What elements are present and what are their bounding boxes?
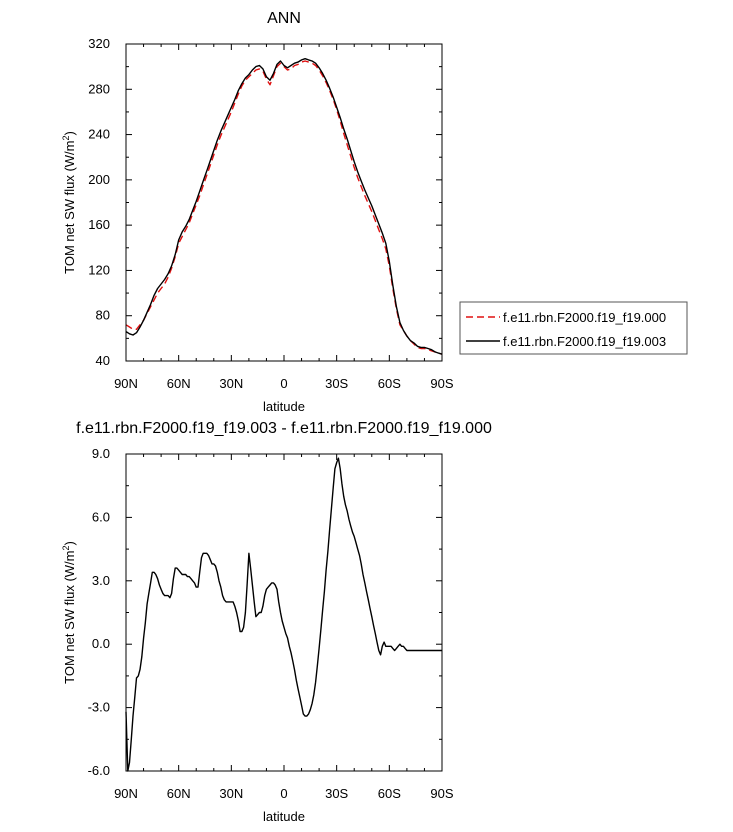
plot-frame: [125, 43, 443, 362]
chart-title: f.e11.rbn.F2000.f19_f19.003 - f.e11.rbn.…: [76, 420, 492, 437]
y-axis-label-end: ): [62, 541, 77, 545]
x-tick-label: 30N: [219, 786, 243, 801]
x-tick-label: 0: [280, 376, 287, 391]
legend-box: [459, 301, 688, 355]
x-tick-label: 90S: [430, 376, 453, 391]
x-tick-label: 90N: [114, 786, 138, 801]
y-tick-label: 200: [88, 172, 110, 187]
y-axis-label-sup: 2: [61, 135, 71, 140]
y-tick-label: 3.0: [92, 573, 110, 588]
y-tick-label: 9.0: [92, 446, 110, 461]
x-tick-label: 60S: [378, 786, 401, 801]
y-tick-label: 80: [96, 308, 110, 323]
y-tick-label: 240: [88, 127, 110, 142]
chart-title: ANN: [267, 10, 301, 27]
legend: f.e11.rbn.F2000.f19_f19.000 f.e11.rbn.F20…: [459, 301, 688, 355]
y-axis-label: TOM net SW flux (W/m2): [61, 541, 77, 684]
y-axis-label-sup: 2: [61, 545, 71, 550]
y-tick-label: -6.0: [88, 763, 110, 778]
y-tick-label: 280: [88, 81, 110, 96]
top-panel-annual-flux: ANN 90N 60N 30N 0 30S 60S 90S 40 80 120 160 200 240 28…: [61, 10, 454, 414]
x-tick-label: 60S: [378, 376, 401, 391]
x-tick-label: 30N: [219, 376, 243, 391]
x-tick-label: 60N: [167, 786, 191, 801]
y-tick-label: 6.0: [92, 509, 110, 524]
legend-label-1: f.e11.rbn.F2000.f19_f19.003: [503, 334, 666, 349]
y-axis-label-end: ): [62, 131, 77, 135]
y-axis-label-text: TOM net SW flux (W/m: [62, 550, 77, 683]
y-tick-label: 160: [88, 217, 110, 232]
series-line-1: [125, 58, 443, 355]
y-tick-label: 40: [96, 353, 110, 368]
series-line-0: [125, 457, 442, 772]
y-axis-label-text: TOM net SW flux (W/m: [62, 140, 77, 273]
y-tick-label: 320: [88, 36, 110, 51]
x-tick-label: 30S: [325, 376, 348, 391]
x-tick-label: 30S: [325, 786, 348, 801]
x-tick-label: 60N: [167, 376, 191, 391]
x-axis-label: latitude: [263, 399, 305, 414]
series-line-0: [125, 60, 443, 355]
x-axis-label: latitude: [263, 809, 305, 824]
y-tick-label: 0.0: [92, 636, 110, 651]
y-axis-label: TOM net SW flux (W/m2): [61, 131, 77, 274]
y-tick-label: -3.0: [88, 700, 110, 715]
x-tick-label: 90N: [114, 376, 138, 391]
legend-label-0: f.e11.rbn.F2000.f19_f19.000: [503, 310, 666, 325]
x-tick-label: 90S: [430, 786, 453, 801]
plot-frame: [125, 453, 443, 772]
x-tick-label: 0: [280, 786, 287, 801]
bottom-panel-difference: f.e11.rbn.F2000.f19_f19.003 - f.e11.rbn.…: [61, 420, 492, 824]
y-tick-label: 120: [88, 262, 110, 277]
